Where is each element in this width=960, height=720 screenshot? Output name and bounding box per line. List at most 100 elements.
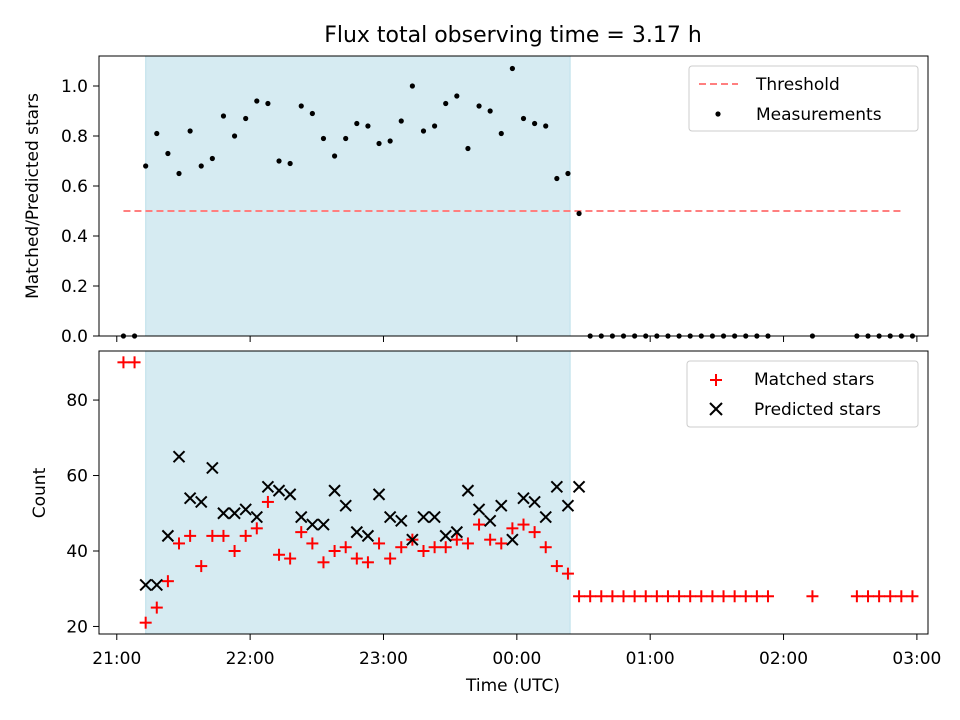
predicted-star-point	[272, 484, 286, 497]
matched-star-point	[495, 537, 508, 550]
matched-star-point	[573, 590, 586, 603]
predicted-star-point	[350, 525, 364, 539]
bottom-x-tick-label: 21:00	[92, 649, 141, 669]
matched-star-point	[139, 616, 152, 629]
matched-star-point	[395, 541, 408, 554]
matched-star-point	[528, 526, 541, 539]
matched-star-point	[717, 590, 730, 603]
measurement-point	[254, 98, 260, 104]
predicted-star-point	[506, 533, 519, 546]
top-axes-frame	[98, 55, 929, 337]
measurement-point	[554, 175, 560, 182]
matched-star-point	[384, 552, 397, 565]
predicted-star-point	[328, 484, 341, 497]
matched-star-point	[228, 544, 241, 557]
matched-star-point	[184, 529, 197, 542]
predicted-star-point	[306, 518, 319, 531]
legend-threshold-label: Threshold	[755, 75, 840, 95]
bottom-x-tick-label: 00:00	[492, 649, 541, 669]
matched-star-point	[428, 541, 441, 554]
measurement-point	[143, 163, 149, 169]
matched-star-point	[461, 537, 474, 550]
measurement-point	[331, 153, 338, 159]
predicted-star-point	[339, 499, 352, 512]
measurement-point	[287, 160, 293, 167]
predicted-star-point	[528, 495, 541, 509]
predicted-star-point	[228, 507, 241, 520]
top-legend-box	[688, 65, 919, 132]
legend-predicted-swatch	[709, 402, 723, 416]
matched-star-point	[706, 590, 719, 603]
bottom-x-tick-label: 23:00	[359, 649, 408, 669]
measurement-point	[565, 170, 571, 177]
predicted-star-point	[239, 503, 252, 516]
measurement-point	[320, 135, 327, 142]
bottom-y-tick-label: 20	[66, 617, 88, 637]
measurement-point	[509, 65, 515, 72]
matched-star-point	[361, 556, 374, 569]
legend-matched-label: Matched stars	[754, 370, 874, 390]
bottom-x-tick-label: 22:00	[226, 649, 275, 669]
matched-star-point	[339, 541, 352, 554]
predicted-star-point	[417, 510, 430, 524]
top-y-tick-label: 0.8	[61, 127, 88, 147]
predicted-star-point	[261, 480, 275, 494]
matched-star-point	[117, 356, 130, 369]
top-ticks: 0.0 0.2 0.4 0.6 0.8 1.0	[61, 77, 918, 347]
matched-star-point	[506, 522, 519, 535]
matched-star-point	[739, 590, 752, 603]
legend-predicted-label: Predicted stars	[754, 400, 881, 420]
matched-star-point	[850, 590, 863, 603]
bottom-panel-counts: 21:00 22:00 23:00 00:00 01:00 02:00 03:00 20 40 6…	[30, 350, 941, 696]
predicted-star-point	[483, 514, 497, 528]
predicted-star-point	[472, 503, 486, 516]
predicted-star-point	[172, 450, 186, 463]
matched-star-point	[195, 560, 208, 573]
predicted-star-point	[250, 510, 264, 524]
predicted-star-point	[195, 495, 208, 509]
measurement-point	[265, 100, 271, 107]
measurement-point	[520, 115, 527, 122]
matched-star-point	[350, 552, 363, 565]
measurement-point	[298, 103, 304, 109]
measurement-point	[398, 118, 404, 124]
predicted-star-point	[450, 525, 464, 539]
bottom-y-tick-label: 40	[66, 542, 88, 562]
predicted-star-point	[539, 510, 552, 524]
matched-star-point	[584, 590, 597, 603]
predicted-star-point	[461, 484, 475, 497]
matched-star-point	[161, 575, 174, 588]
measurement-point	[176, 170, 182, 177]
predicted-star-point	[517, 491, 530, 505]
matched-star-point	[806, 590, 819, 603]
matched-star-point	[884, 590, 897, 603]
measurement-point	[387, 138, 393, 144]
matched-star-point	[550, 560, 563, 573]
predicted-star-point	[217, 507, 230, 520]
matched-star-point	[595, 590, 608, 603]
predicted-star-point	[395, 514, 408, 528]
measurement-point	[243, 115, 249, 122]
measurement-point	[498, 130, 504, 137]
measurement-point	[476, 103, 482, 109]
predicted-star-point	[550, 480, 564, 494]
matched-star-point	[539, 541, 552, 554]
matched-star-point	[895, 590, 908, 603]
measurement-point	[309, 110, 315, 117]
matched-star-point	[684, 590, 697, 603]
matched-star-point	[861, 590, 874, 603]
bottom-y-axis-label: Count	[30, 467, 50, 518]
measurement-point	[465, 145, 471, 152]
predicted-star-point	[372, 488, 386, 501]
top-legend: Threshold Measurements	[688, 65, 919, 132]
measurement-point	[576, 210, 582, 217]
predicted-star-point	[206, 461, 219, 475]
matched-star-point	[873, 590, 886, 603]
matched-star-point	[417, 544, 430, 557]
bottom-observing-window-shade	[145, 350, 571, 635]
matched-star-point	[295, 526, 308, 539]
bottom-y-tick-label: 80	[66, 391, 88, 411]
matched-star-point	[617, 590, 630, 603]
measurement-point	[365, 123, 371, 129]
